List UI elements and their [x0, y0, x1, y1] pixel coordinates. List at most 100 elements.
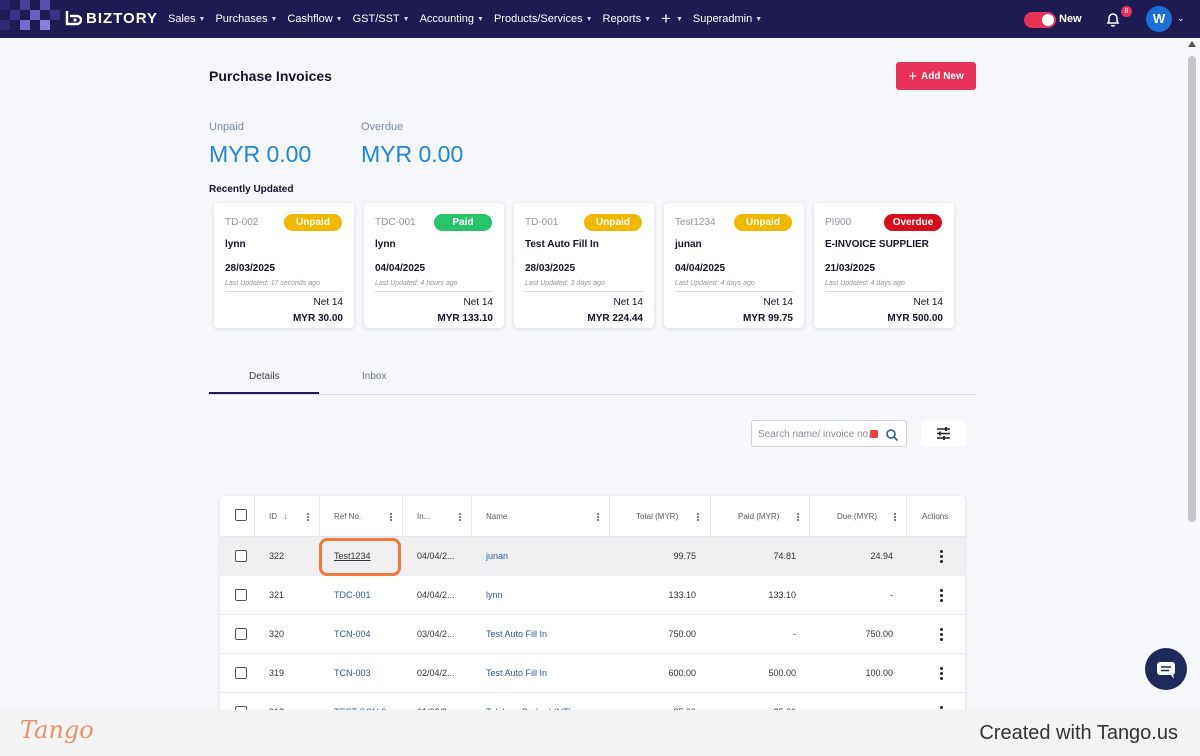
- unpaid-value: MYR 0.00: [209, 141, 312, 167]
- cell-paid: -: [793, 629, 796, 639]
- menu-quick-add[interactable]: + ▼: [661, 9, 683, 29]
- menu-sales[interactable]: Sales ▼: [168, 13, 205, 25]
- card-ref: Test1234: [675, 217, 716, 228]
- card-updated: Last Updated: 3 days ago: [525, 280, 605, 287]
- card-date: 04/04/2025: [675, 263, 726, 274]
- row-checkbox[interactable]: [235, 550, 247, 562]
- row-actions-icon[interactable]: [940, 706, 943, 710]
- tab-active-indicator: [209, 392, 319, 394]
- column-menu-icon[interactable]: [797, 513, 799, 521]
- bell-icon[interactable]: [1104, 10, 1122, 28]
- menu-purchases[interactable]: Purchases ▼: [215, 13, 277, 25]
- menu-superadmin[interactable]: Superadmin ▼: [693, 13, 762, 25]
- search-box: [751, 420, 907, 447]
- column-header-name[interactable]: Name: [486, 512, 508, 521]
- search-input[interactable]: [758, 426, 876, 442]
- unpaid-label: Unpaid: [209, 121, 244, 133]
- add-new-button[interactable]: + Add New: [896, 62, 976, 90]
- table-row[interactable]: 318 TEST-SCN-9 01/03/2... Telekom Berhad…: [220, 693, 965, 710]
- column-header-total[interactable]: Total (MYR): [636, 512, 679, 521]
- chevron-down-icon: ▼: [585, 15, 593, 23]
- sort-down-icon[interactable]: ↓: [283, 512, 288, 521]
- card-supplier: Test Auto Fill In: [525, 239, 599, 250]
- overdue-value: MYR 0.00: [361, 141, 464, 167]
- cell-paid: 133.10: [768, 590, 796, 600]
- column-menu-icon[interactable]: [597, 513, 599, 521]
- card-ref: PI900: [825, 217, 852, 228]
- tab-inbox[interactable]: Inbox: [362, 371, 387, 382]
- row-checkbox[interactable]: [235, 706, 247, 710]
- column-menu-icon[interactable]: [390, 513, 392, 521]
- filter-settings-button[interactable]: [921, 420, 966, 447]
- menu-products-services[interactable]: Products/Services ▼: [494, 13, 593, 25]
- supplier-link[interactable]: lynn: [486, 590, 503, 600]
- row-checkbox[interactable]: [235, 589, 247, 601]
- chevron-down-icon[interactable]: ⌄: [1177, 13, 1185, 23]
- tango-logo: Tango: [20, 716, 94, 744]
- table-row[interactable]: 321 TDC-001 04/04/2... lynn 133.10 133.1…: [220, 576, 965, 615]
- column-header-ref[interactable]: Ref No.: [334, 512, 362, 521]
- created-with-text: Created with Tango.us: [979, 722, 1178, 744]
- recent-invoice-card[interactable]: PI900 Overdue E-INVOICE SUPPLIER 21/03/2…: [814, 203, 954, 328]
- cell-total: 25.00: [620, 693, 696, 710]
- table-row[interactable]: 319 TCN-003 02/04/2... Test Auto Fill In…: [220, 654, 965, 693]
- row-actions-icon[interactable]: [940, 550, 943, 563]
- row-actions-icon[interactable]: [940, 667, 943, 680]
- new-ui-toggle[interactable]: [1024, 12, 1056, 28]
- chat-support-button[interactable]: [1145, 648, 1187, 690]
- card-amount: MYR 224.44: [587, 313, 643, 324]
- ref-link[interactable]: TEST-SCN-9: [334, 693, 387, 710]
- card-divider: [375, 291, 493, 292]
- column-menu-icon[interactable]: [307, 513, 309, 521]
- recent-invoice-card[interactable]: Test1234 Unpaid junan 04/04/2025 Last Up…: [664, 203, 804, 328]
- ref-link[interactable]: Test1234: [334, 551, 371, 561]
- table-row[interactable]: 320 TCN-004 03/04/2... Test Auto Fill In…: [220, 615, 965, 654]
- column-menu-icon[interactable]: [894, 513, 896, 521]
- supplier-link[interactable]: Test Auto Fill In: [486, 668, 548, 678]
- select-all-checkbox[interactable]: [235, 509, 247, 521]
- row-actions-icon[interactable]: [940, 628, 943, 641]
- row-checkbox[interactable]: [235, 628, 247, 640]
- chevron-down-icon: ▼: [755, 15, 763, 23]
- ref-link[interactable]: TDC-001: [334, 590, 371, 600]
- cell-date: 04/04/2...: [417, 551, 455, 561]
- recent-invoice-card[interactable]: TD-001 Unpaid Test Auto Fill In 28/03/20…: [514, 203, 654, 328]
- column-header-invoice-date[interactable]: In...: [417, 512, 431, 521]
- column-header-id[interactable]: ID ↓: [269, 496, 287, 537]
- tab-details[interactable]: Details: [249, 371, 280, 382]
- supplier-link[interactable]: Test Auto Fill In: [486, 629, 548, 639]
- table-row[interactable]: 322 Test1234 04/04/2... junan 99.75 74.8…: [220, 537, 965, 576]
- supplier-link[interactable]: junan: [486, 551, 509, 561]
- ref-link[interactable]: TCN-003: [334, 668, 371, 678]
- recent-invoice-card[interactable]: TDC-001 Paid lynn 04/04/2025 Last Update…: [364, 203, 504, 328]
- supplier-link[interactable]: Telekom Berhad (NT): [486, 693, 572, 710]
- column-menu-icon[interactable]: [697, 513, 699, 521]
- card-divider: [825, 291, 943, 292]
- scroll-up-arrow-icon[interactable]: [1188, 41, 1196, 47]
- column-menu-icon[interactable]: [459, 513, 461, 521]
- card-amount: MYR 30.00: [292, 313, 343, 324]
- recent-invoice-card[interactable]: TD-002 Unpaid lynn 28/03/2025 Last Updat…: [214, 203, 354, 328]
- row-checkbox[interactable]: [235, 667, 247, 679]
- card-divider: [225, 291, 343, 292]
- menu-accounting[interactable]: Accounting ▼: [420, 13, 484, 25]
- cell-id: 320: [269, 629, 285, 639]
- menu-reports[interactable]: Reports ▼: [603, 13, 651, 25]
- column-header-due[interactable]: Due (MYR): [837, 512, 878, 521]
- menu-label: Sales: [168, 13, 196, 25]
- menu-gst-sst[interactable]: GST/SST ▼: [353, 13, 410, 25]
- column-separator: [809, 496, 810, 537]
- cell-total: 750.00: [668, 629, 696, 639]
- biztory-logo[interactable]: BIZTORY: [64, 9, 158, 27]
- search-icon[interactable]: [885, 428, 899, 442]
- cell-date: 02/04/2...: [417, 668, 455, 678]
- card-date: 04/04/2025: [375, 263, 426, 274]
- row-actions-icon[interactable]: [940, 589, 943, 602]
- user-avatar[interactable]: W: [1146, 6, 1172, 32]
- scrollbar-thumb[interactable]: [1188, 56, 1196, 522]
- plus-icon: +: [908, 67, 917, 85]
- chevron-down-icon: ▼: [335, 15, 343, 23]
- menu-cashflow[interactable]: Cashflow ▼: [287, 13, 342, 25]
- ref-link[interactable]: TCN-004: [334, 629, 371, 639]
- column-header-paid[interactable]: Paid (MYR): [738, 512, 780, 521]
